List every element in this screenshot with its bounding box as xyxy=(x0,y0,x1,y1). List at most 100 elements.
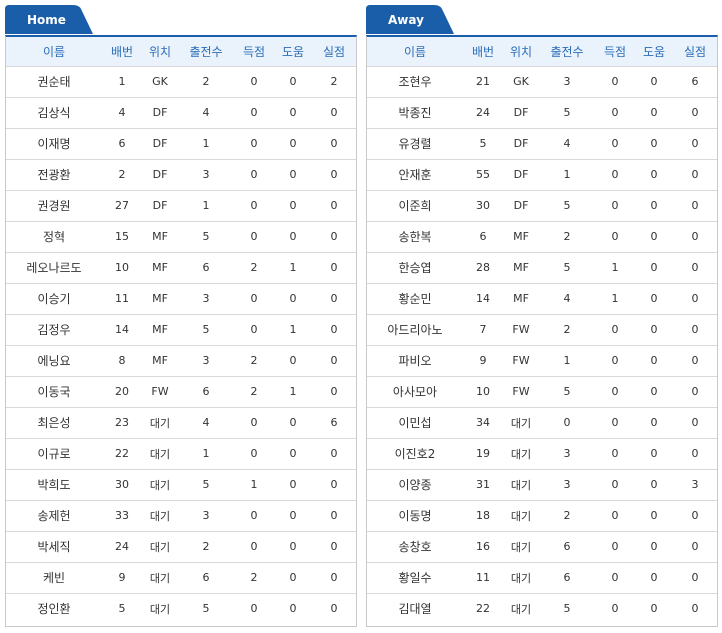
assists-cell: 0 xyxy=(650,509,658,522)
conceded-cell: 0 xyxy=(691,571,699,584)
assists-cell: 0 xyxy=(650,447,658,460)
table-row: 에닝요 8 MF 3 2 0 0 xyxy=(6,345,356,376)
appearances-cell: 1 xyxy=(563,354,571,367)
conceded-cell: 0 xyxy=(691,540,699,553)
goals-cell: 0 xyxy=(611,602,619,616)
assists-cell: 0 xyxy=(650,323,658,336)
assists-cell: 0 xyxy=(650,416,658,429)
conceded-cell: 0 xyxy=(330,447,338,460)
table-row: 황일수 11 대기 6 0 0 0 xyxy=(367,562,717,593)
conceded-cell: 0 xyxy=(330,385,338,398)
jersey-number-cell: 10 xyxy=(115,261,129,274)
jersey-number-cell: 6 xyxy=(479,230,487,243)
home-panel: Home 이름 배번 위치 출전수 득점 도움 실점 권순태 1 GK 2 0 0 2 김상식… xyxy=(5,5,357,627)
conceded-cell: 0 xyxy=(691,416,699,429)
position-cell: DF xyxy=(513,106,529,119)
table-row: 이민섭 34 대기 0 0 0 0 xyxy=(367,407,717,438)
jersey-number-cell: 23 xyxy=(115,416,129,429)
assists-cell: 0 xyxy=(650,106,658,119)
goals-cell: 1 xyxy=(611,292,619,305)
conceded-cell: 0 xyxy=(691,168,699,181)
player-name-cell: 이동명 xyxy=(398,509,432,523)
home-header-position: 위치 xyxy=(148,44,172,59)
home-stats-table: 이름 배번 위치 출전수 득점 도움 실점 권순태 1 GK 2 0 0 2 김상식 4 DF 4 0… xyxy=(6,37,356,624)
jersey-number-cell: 10 xyxy=(476,385,490,398)
table-row: 이승기 11 MF 3 0 0 0 xyxy=(6,283,356,314)
appearances-cell: 5 xyxy=(202,602,210,616)
goals-cell: 0 xyxy=(250,230,258,243)
assists-cell: 0 xyxy=(289,571,297,584)
jersey-number-cell: 27 xyxy=(115,199,129,212)
away-stats-box: 이름 배번 위치 출전수 득점 도움 실점 조현우 21 GK 3 0 0 6 박종진 24 DF… xyxy=(366,35,718,627)
player-name-cell: 전광환 xyxy=(37,168,71,182)
appearances-cell: 6 xyxy=(202,385,210,398)
conceded-cell: 0 xyxy=(330,323,338,336)
appearances-cell: 5 xyxy=(563,261,571,274)
table-row: 아드리아노 7 FW 2 0 0 0 xyxy=(367,314,717,345)
goals-cell: 0 xyxy=(611,75,619,88)
goals-cell: 0 xyxy=(611,571,619,584)
jersey-number-cell: 4 xyxy=(118,106,126,119)
goals-cell: 0 xyxy=(250,199,258,212)
appearances-cell: 5 xyxy=(202,230,210,243)
table-row: 박종진 24 DF 5 0 0 0 xyxy=(367,97,717,128)
player-name-cell: 박종진 xyxy=(398,106,432,120)
position-cell: DF xyxy=(513,137,529,150)
position-cell: MF xyxy=(152,323,168,336)
appearances-cell: 3 xyxy=(202,354,210,367)
goals-cell: 2 xyxy=(250,261,258,274)
table-row: 이양종 31 대기 3 0 0 3 xyxy=(367,469,717,500)
appearances-cell: 3 xyxy=(202,292,210,305)
away-header-row: 이름 배번 위치 출전수 득점 도움 실점 xyxy=(367,37,717,66)
goals-cell: 0 xyxy=(611,230,619,243)
player-name-cell: 김대열 xyxy=(398,602,432,617)
player-name-cell: 송제헌 xyxy=(37,509,71,523)
table-row: 이진호2 19 대기 3 0 0 0 xyxy=(367,438,717,469)
conceded-cell: 0 xyxy=(691,509,699,522)
assists-cell: 0 xyxy=(650,230,658,243)
position-cell: DF xyxy=(513,199,529,212)
assists-cell: 0 xyxy=(289,106,297,119)
away-table-body: 조현우 21 GK 3 0 0 6 박종진 24 DF 5 0 0 0 유경렬 5 DF 4 0 0 0 안재훈 55 DF 1… xyxy=(367,66,717,624)
appearances-cell: 3 xyxy=(563,447,571,460)
goals-cell: 0 xyxy=(611,354,619,367)
conceded-cell: 0 xyxy=(330,230,338,243)
goals-cell: 0 xyxy=(611,540,619,553)
position-cell: FW xyxy=(512,323,530,336)
position-cell: DF xyxy=(152,168,168,181)
assists-cell: 1 xyxy=(289,261,297,274)
assists-cell: 0 xyxy=(650,261,658,274)
jersey-number-cell: 34 xyxy=(476,416,490,429)
appearances-cell: 2 xyxy=(563,230,571,243)
table-row: 이준희 30 DF 5 0 0 0 xyxy=(367,190,717,221)
table-row: 레오나르도 10 MF 6 2 1 0 xyxy=(6,252,356,283)
player-name-cell: 정혁 xyxy=(42,230,66,244)
player-name-cell: 이준희 xyxy=(398,199,432,213)
position-cell: MF xyxy=(513,261,529,274)
goals-cell: 0 xyxy=(611,447,619,460)
player-name-cell: 황일수 xyxy=(398,571,432,585)
goals-cell: 0 xyxy=(250,416,258,429)
away-tab[interactable]: Away xyxy=(366,5,454,34)
table-row: 정인환 5 대기 5 0 0 0 xyxy=(6,593,356,624)
assists-cell: 0 xyxy=(289,168,297,181)
assists-cell: 0 xyxy=(289,230,297,243)
home-table-body: 권순태 1 GK 2 0 0 2 김상식 4 DF 4 0 0 0 이재명 6 DF 1 0 0 0 전광환 2 DF 3 0 0 0… xyxy=(6,66,356,624)
player-name-cell: 파비오 xyxy=(398,354,432,368)
conceded-cell: 0 xyxy=(330,292,338,305)
appearances-cell: 6 xyxy=(202,261,210,274)
appearances-cell: 3 xyxy=(202,509,210,522)
away-header-name: 이름 xyxy=(403,44,427,59)
conceded-cell: 3 xyxy=(691,478,699,491)
jersey-number-cell: 24 xyxy=(115,540,129,553)
assists-cell: 0 xyxy=(650,571,658,584)
position-cell: GK xyxy=(513,75,529,88)
goals-cell: 0 xyxy=(611,199,619,212)
appearances-cell: 2 xyxy=(202,75,210,88)
appearances-cell: 2 xyxy=(202,540,210,553)
home-tab[interactable]: Home xyxy=(5,5,93,34)
appearances-cell: 5 xyxy=(563,199,571,212)
position-cell: 대기 xyxy=(149,509,171,523)
conceded-cell: 0 xyxy=(330,478,338,491)
conceded-cell: 6 xyxy=(691,75,699,88)
